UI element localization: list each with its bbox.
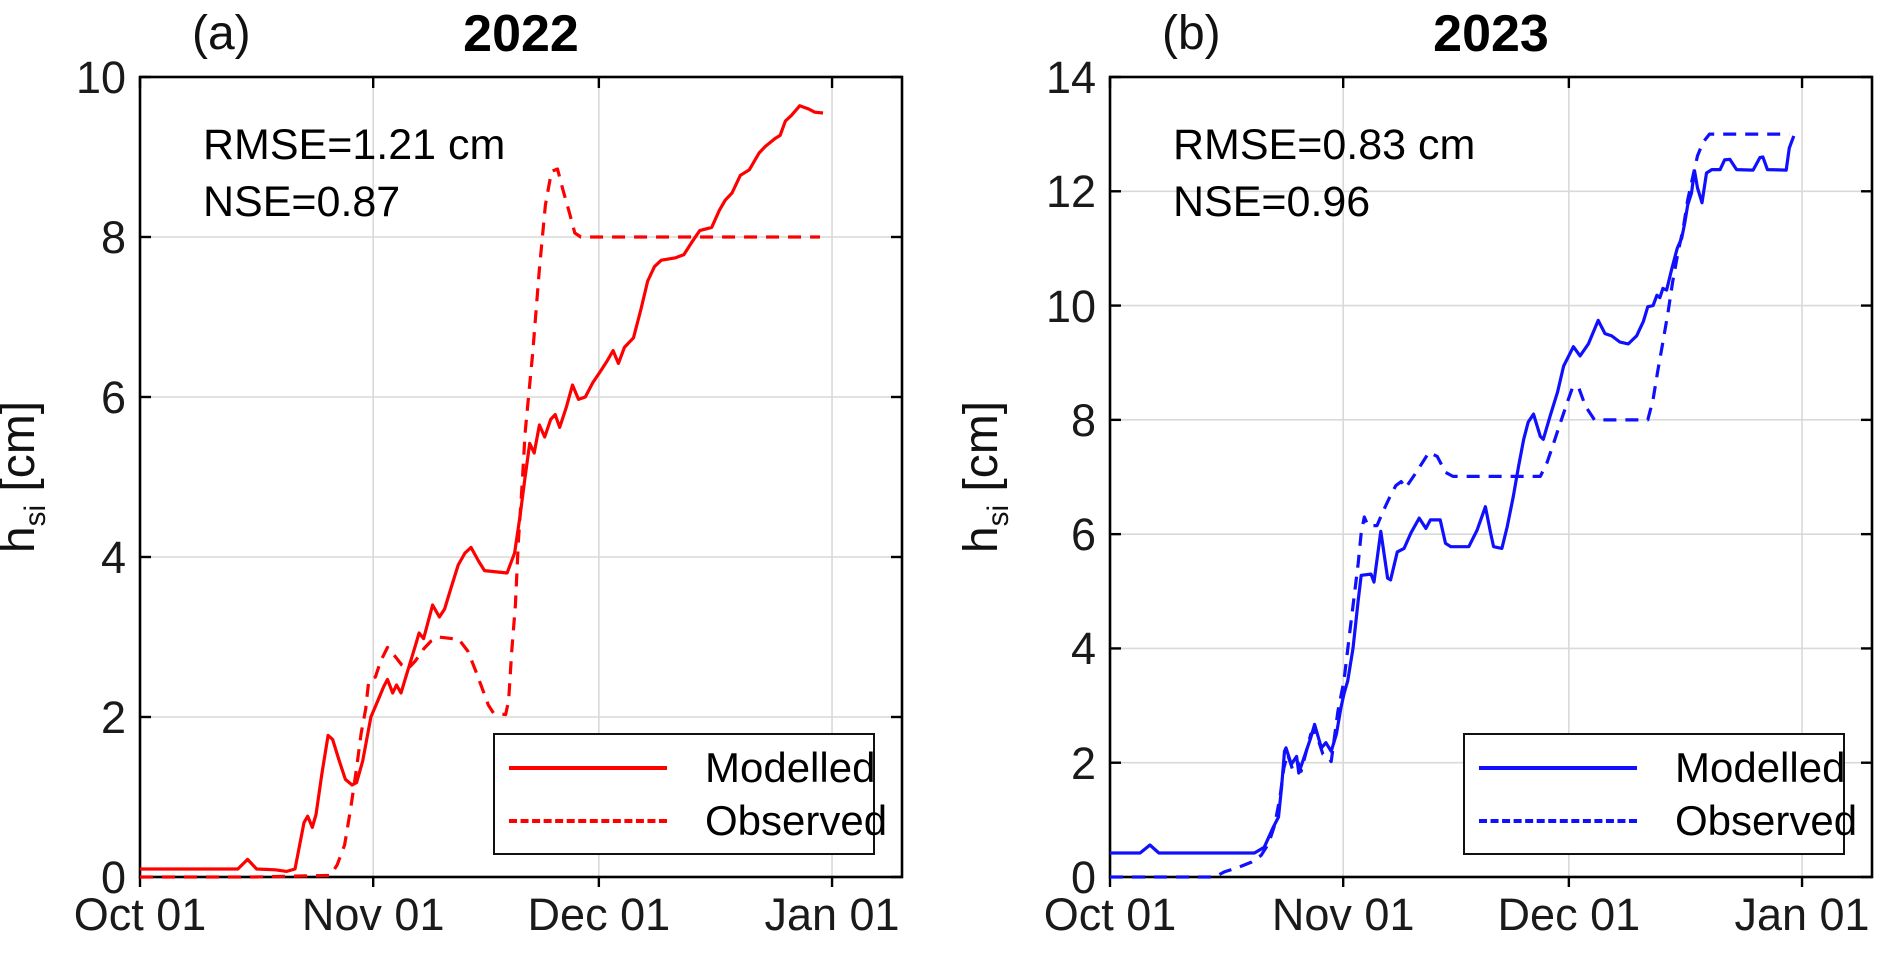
modelled-line (1110, 135, 1796, 855)
panel-a-label: (a) (192, 7, 251, 60)
y-tick-label: 6 (100, 372, 126, 423)
x-tick-label: Jan 01 (1734, 889, 1870, 940)
axes-box (1108, 75, 1874, 879)
legend-row-observed: Observed (1479, 797, 1857, 845)
legend-observed-line-sample (509, 818, 667, 823)
x-tick-label: Oct 01 (1043, 889, 1177, 940)
legend-modelled-line-sample (1479, 765, 1637, 770)
x-tick-label: Oct 01 (73, 889, 207, 940)
nse-annotation: NSE=0.96 (1173, 178, 1371, 227)
legend: Modelled Observed (1463, 733, 1857, 855)
legend-modelled-label: Modelled (1675, 743, 1846, 791)
legend-observed-label: Observed (705, 796, 888, 844)
y-tick-label: 8 (1070, 394, 1096, 446)
legend-modelled-label: Modelled (705, 743, 876, 791)
legend-observed-line-sample (1479, 818, 1637, 823)
y-axis-label-base: h (955, 526, 1009, 554)
nse-annotation: NSE=0.87 (203, 178, 401, 227)
x-tick-label: Dec 01 (527, 889, 671, 940)
y-tick-label: 0 (100, 852, 126, 903)
rmse-annotation: RMSE=0.83 cm (1173, 121, 1476, 169)
y-tick-label: 10 (75, 52, 126, 103)
axes-box (138, 75, 904, 879)
y-tick-label: 6 (1070, 509, 1096, 561)
legend-observed-label: Observed (1675, 796, 1858, 844)
y-tick-label: 10 (1045, 280, 1096, 332)
panel-b-label: (b) (1162, 7, 1221, 60)
x-tick-label: Nov 01 (1271, 889, 1415, 940)
legend: Modelled Observed (493, 733, 887, 855)
chart-plot-area (138, 75, 904, 887)
x-tick-label: Nov 01 (301, 889, 445, 940)
y-tick-label: 2 (100, 692, 126, 743)
y-tick-label: 8 (100, 212, 126, 263)
legend-row-modelled: Modelled (1479, 743, 1846, 792)
y-tick-label: 0 (1070, 852, 1096, 903)
legend-row-observed: Observed (509, 797, 887, 845)
y-tick-label: 14 (1045, 52, 1096, 103)
observed-line (1110, 132, 1790, 879)
legend-modelled-line-sample (509, 765, 667, 770)
y-tick-label: 12 (1045, 166, 1096, 218)
x-tick-label: Jan 01 (764, 889, 900, 940)
y-tick-label: 2 (1070, 737, 1096, 789)
x-tick-label: Dec 01 (1497, 889, 1641, 940)
panel-a-title: 2022 (463, 5, 579, 63)
y-axis-label-unit: [cm] (955, 400, 1009, 505)
y-tick-label: 4 (1070, 623, 1096, 675)
panel-b-title: 2023 (1433, 5, 1549, 63)
legend-row-modelled: Modelled (509, 743, 876, 792)
rmse-annotation: RMSE=1.21 cm (203, 121, 506, 169)
observed-line (140, 167, 820, 879)
y-tick-label: 4 (100, 532, 126, 583)
